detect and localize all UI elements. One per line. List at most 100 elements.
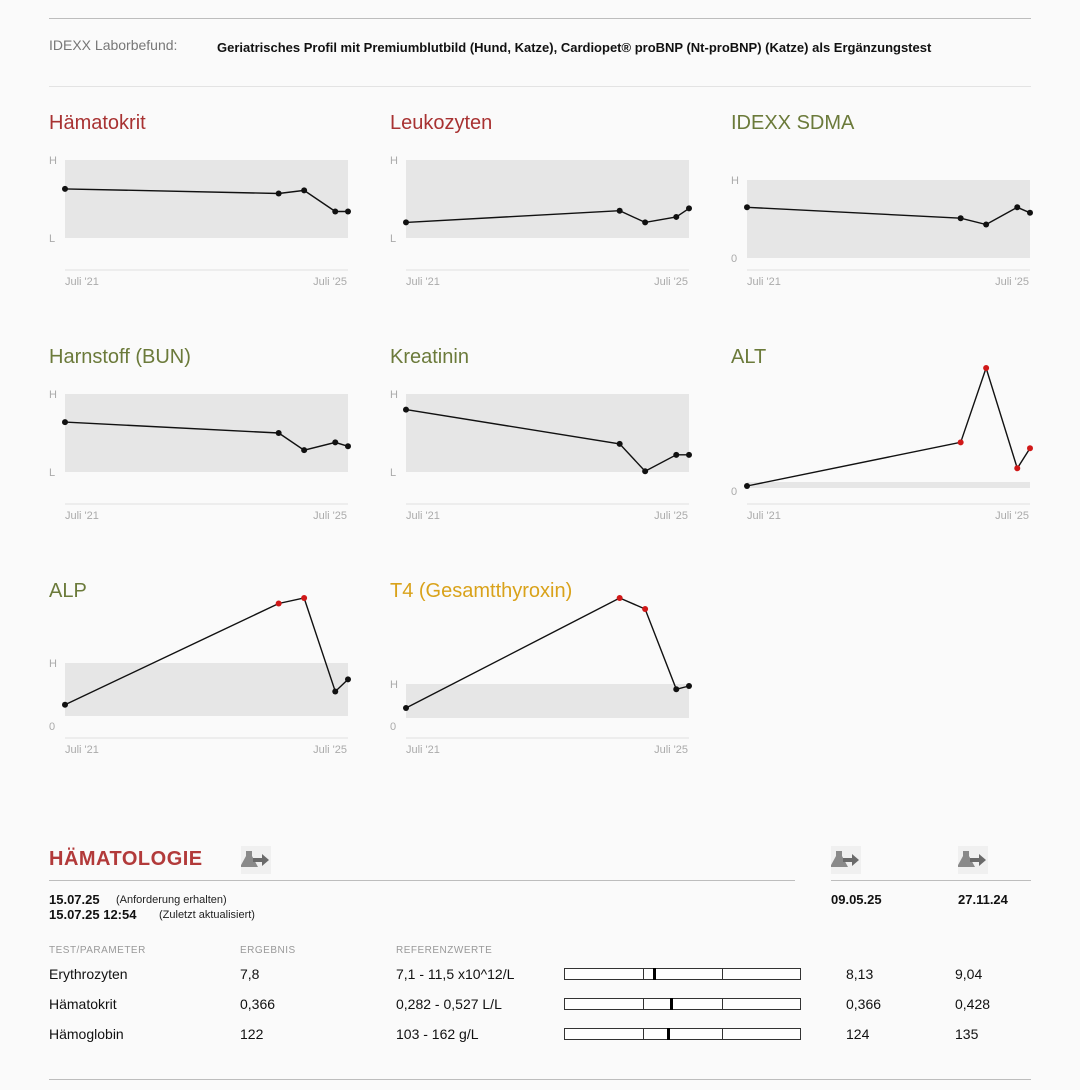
y-label-low: 0: [731, 486, 737, 498]
data-point[interactable]: [957, 215, 964, 222]
trend-chart: T4 (Gesamtthyroxin) H 0 Juli '21 Juli '25: [390, 578, 692, 768]
data-point[interactable]: [275, 190, 282, 197]
range-boundary-tick: [643, 969, 645, 979]
reference-range-band: [406, 684, 689, 718]
result-value: 0,366: [240, 996, 276, 1012]
data-point[interactable]: [1027, 445, 1033, 452]
column-header-result: ERGEBNIS: [240, 945, 296, 956]
data-point[interactable]: [332, 439, 339, 446]
x-label-start: Juli '21: [406, 276, 440, 288]
data-point[interactable]: [686, 451, 692, 458]
previous-value-1: 8,13: [846, 966, 874, 982]
chart-title: Hämatokrit: [49, 112, 146, 134]
result-value: 7,8: [240, 966, 260, 982]
x-label-end: Juli '25: [654, 510, 688, 522]
parameter-name: Erythrozyten: [49, 966, 128, 982]
data-point[interactable]: [1027, 209, 1033, 216]
data-point[interactable]: [744, 483, 750, 489]
data-point[interactable]: [983, 221, 990, 228]
chart-plot: H L Juli '21 Juli '25: [49, 389, 351, 522]
trend-chart: Kreatinin H L Juli '21 Juli '25: [390, 344, 692, 534]
data-point[interactable]: [301, 447, 308, 454]
x-label-start: Juli '21: [747, 276, 781, 288]
result-marker: [669, 998, 673, 1010]
chart-title: Kreatinin: [390, 346, 469, 368]
previous-value-1: 124: [846, 1026, 870, 1042]
data-point[interactable]: [1014, 465, 1021, 472]
parameter-name: Hämatokrit: [49, 996, 117, 1012]
data-point[interactable]: [642, 468, 649, 475]
y-label-low: 0: [49, 721, 55, 733]
y-label-high: H: [49, 658, 57, 670]
chart-title: IDEXX SDMA: [731, 112, 855, 134]
range-boundary-tick: [721, 1029, 723, 1039]
reference-range-bar: [564, 998, 801, 1010]
data-point[interactable]: [62, 185, 68, 192]
y-label-low: 0: [731, 253, 737, 265]
data-point[interactable]: [345, 443, 351, 450]
reference-range-band: [65, 394, 348, 472]
flask-forward-icon-prev1[interactable]: [830, 846, 861, 874]
data-point[interactable]: [332, 688, 339, 695]
data-point[interactable]: [1014, 204, 1021, 211]
top-divider: [49, 18, 1031, 19]
data-point[interactable]: [403, 705, 409, 711]
report-label: IDEXX Laborbefund:: [49, 37, 178, 53]
data-point[interactable]: [744, 204, 750, 211]
previous-date-2: 27.11.24: [958, 892, 1008, 907]
result-value: 122: [240, 1026, 264, 1042]
data-point[interactable]: [403, 406, 409, 413]
data-point[interactable]: [275, 600, 282, 607]
flask-forward-icon-prev2[interactable]: [957, 846, 988, 874]
data-point[interactable]: [62, 419, 68, 426]
column-header-test: TEST/PARAMETER: [49, 945, 146, 956]
data-point[interactable]: [616, 440, 623, 447]
data-point[interactable]: [673, 686, 680, 693]
data-point[interactable]: [673, 213, 680, 220]
data-point[interactable]: [332, 208, 339, 215]
data-point[interactable]: [301, 595, 308, 601]
data-point[interactable]: [616, 207, 623, 214]
data-point[interactable]: [642, 219, 649, 226]
flask-forward-icon-graphic: [830, 846, 861, 874]
section-divider-right: [831, 880, 1031, 881]
data-point[interactable]: [345, 676, 351, 683]
chart-plot: H 0 Juli '21 Juli '25: [390, 595, 692, 756]
chart-title: ALP: [49, 580, 87, 602]
data-point[interactable]: [301, 187, 308, 194]
trend-line: [746, 365, 1031, 487]
data-point[interactable]: [957, 439, 964, 446]
x-label-start: Juli '21: [65, 510, 99, 522]
previous-value-2: 135: [955, 1026, 979, 1042]
x-label-end: Juli '25: [995, 276, 1029, 288]
data-point[interactable]: [983, 365, 990, 371]
trend-chart: Leukozyten H L Juli '21 Juli '25: [390, 110, 692, 300]
reference-range: 103 - 162 g/L: [396, 1026, 479, 1042]
flask-forward-icon[interactable]: [240, 846, 271, 874]
y-label-low: L: [390, 233, 396, 245]
reference-range-band: [406, 160, 689, 238]
reference-range-band: [747, 482, 1030, 488]
trend-chart: Hämatokrit H L Juli '21 Juli '25: [49, 110, 351, 300]
y-label-high: H: [390, 389, 398, 401]
data-point[interactable]: [62, 701, 68, 708]
data-point[interactable]: [642, 606, 649, 612]
range-boundary-tick: [721, 969, 723, 979]
data-point[interactable]: [686, 683, 692, 689]
data-point[interactable]: [686, 205, 692, 212]
data-point[interactable]: [673, 451, 680, 458]
previous-value-2: 9,04: [955, 966, 983, 982]
chart-plot: H 0 Juli '21 Juli '25: [49, 595, 351, 756]
section-title: HÄMATOLOGIE: [49, 848, 203, 870]
previous-value-1: 0,366: [846, 996, 882, 1012]
data-point[interactable]: [403, 219, 409, 226]
reference-range-bar: [564, 1028, 801, 1040]
data-point[interactable]: [616, 595, 623, 601]
x-label-end: Juli '25: [313, 510, 347, 522]
reference-range-band: [747, 180, 1030, 258]
data-point[interactable]: [345, 208, 351, 215]
result-marker: [667, 1028, 671, 1040]
x-label-start: Juli '21: [747, 510, 781, 522]
previous-date-1: 09.05.25: [831, 892, 882, 907]
data-point[interactable]: [275, 430, 282, 436]
